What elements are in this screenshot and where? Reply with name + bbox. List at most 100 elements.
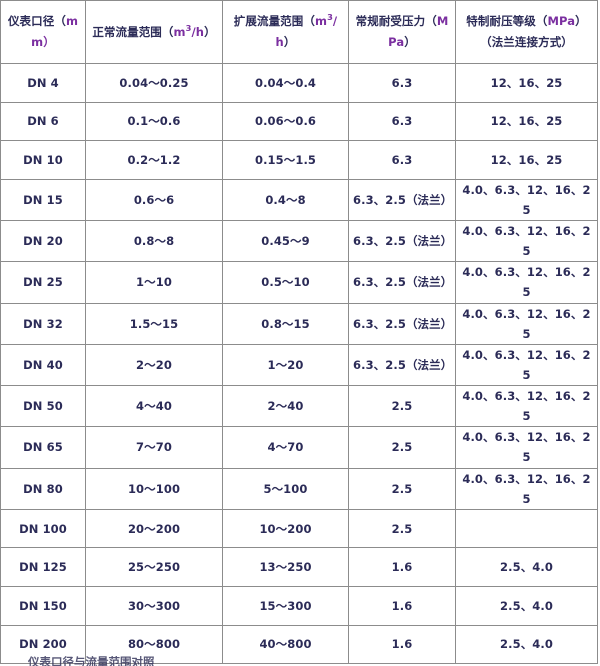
cell-normal-range: 30～300: [85, 586, 223, 626]
cell-normal-range: 20～200: [85, 509, 223, 549]
cell-diameter: DN 200: [0, 625, 86, 665]
cell-extended-range: 0.8～15: [222, 303, 349, 345]
cell-special-pressure: 12、16、25: [455, 63, 598, 103]
cell-extended-range: 10～200: [222, 509, 349, 549]
table-body: DN 4 0.04～0.25 0.04～0.4 6.3 12、16、25 DN 6 0.1～…: [0, 63, 598, 665]
header-normal-unit-base: m: [173, 24, 186, 39]
cell-special-pressure: 4.0、6.3、12、16、25: [455, 303, 598, 345]
table-row: DN 150 30～300 15～300 1.6 2.5、4.0: [0, 586, 598, 626]
table-row: DN 32 1.5～15 0.8～15 6.3、2.5（法兰） 4.0、6.3、12、1…: [0, 303, 598, 345]
cell-extended-range: 0.04～0.4: [222, 63, 349, 103]
cell-special-pressure: 4.0、6.3、12、16、25: [455, 468, 598, 510]
cell-special-pressure: 2.5、4.0: [455, 547, 598, 587]
cell-standard-pressure: 6.3: [348, 63, 456, 103]
cell-special-pressure: 12、16、25: [455, 140, 598, 180]
cell-diameter: DN 150: [0, 586, 86, 626]
header-standard-pre: 常规耐受压力（: [355, 14, 437, 29]
cell-diameter: DN 6: [0, 102, 86, 142]
cell-extended-range: 40～800: [222, 625, 349, 665]
header-extended-pre: 扩展流量范围（: [233, 14, 315, 29]
cell-diameter: DN 32: [0, 303, 86, 345]
cell-special-pressure: 4.0、6.3、12、16、25: [455, 426, 598, 469]
cell-special-pressure: 4.0、6.3、12、16、25: [455, 261, 598, 304]
table-row: DN 10 0.2～1.2 0.15～1.5 6.3 12、16、25: [0, 140, 598, 180]
header-normal-unit-tail: /h: [191, 24, 205, 39]
header-normal-unit-sup: 3: [185, 22, 192, 33]
header-special-post: ）（法兰连接方式）: [480, 14, 587, 49]
header-extended-post: ）: [283, 35, 296, 49]
cell-normal-range: 0.1～0.6: [85, 102, 223, 142]
cell-standard-pressure: 1.6: [348, 547, 456, 587]
cell-normal-range: 4～40: [85, 385, 223, 428]
cell-extended-range: 0.15～1.5: [222, 140, 349, 180]
header-extended-unit-sup: 3: [327, 12, 333, 23]
cell-standard-pressure: 6.3: [348, 102, 456, 142]
cell-diameter: DN 10: [0, 140, 86, 180]
cell-special-pressure: 4.0、6.3、12、16、25: [455, 220, 598, 263]
cell-diameter: DN 50: [0, 385, 86, 428]
cell-normal-range: 0.2～1.2: [85, 140, 223, 180]
cell-standard-pressure: 2.5: [348, 468, 456, 510]
cell-extended-range: 2～40: [222, 385, 349, 428]
cell-diameter: DN 100: [0, 509, 86, 549]
cell-diameter: DN 25: [0, 261, 86, 304]
cell-diameter: DN 20: [0, 220, 86, 263]
header-diameter-post: ）: [43, 35, 55, 49]
cell-standard-pressure: 6.3、2.5（法兰）: [348, 220, 456, 263]
cell-normal-range: 1.5～15: [85, 303, 223, 345]
header-diameter-unit-1: m: [65, 14, 79, 29]
column-header-special-pressure: 特制耐压等级（MPa）（法兰连接方式）: [455, 0, 598, 64]
header-standard-post: ）: [404, 35, 416, 49]
header-diameter-pre: 仪表口径（: [7, 14, 66, 29]
cell-special-pressure: 2.5、4.0: [455, 586, 598, 626]
cell-normal-range: 0.8～8: [85, 220, 223, 263]
column-header-standard-pressure: 常规耐受压力（MPa）: [348, 0, 456, 64]
cell-standard-pressure: 6.3、2.5（法兰）: [348, 303, 456, 345]
cell-extended-range: 15～300: [222, 586, 349, 626]
cell-extended-range: 0.4～8: [222, 179, 349, 222]
cell-special-pressure: [455, 509, 598, 549]
column-header-extended-range: 扩展流量范围（m3/h）: [222, 0, 349, 64]
cell-standard-pressure: 1.6: [348, 586, 456, 626]
cell-extended-range: 1～20: [222, 344, 349, 387]
cell-extended-range: 0.06～0.6: [222, 102, 349, 142]
cell-normal-range: 80～800: [85, 625, 223, 665]
header-special-pre: 特制耐压等级（: [466, 14, 548, 29]
cell-standard-pressure: 2.5: [348, 385, 456, 428]
cell-special-pressure: 4.0、6.3、12、16、25: [455, 344, 598, 387]
cell-standard-pressure: 6.3、2.5（法兰）: [348, 179, 456, 222]
cell-diameter: DN 80: [0, 468, 86, 510]
cell-extended-range: 5～100: [222, 468, 349, 510]
header-diameter-unit-2: m: [31, 35, 44, 49]
table-row: DN 65 7～70 4～70 2.5 4.0、6.3、12、16、25: [0, 426, 598, 469]
cell-standard-pressure: 1.6: [348, 625, 456, 665]
cell-normal-range: 1～10: [85, 261, 223, 304]
cell-standard-pressure: 6.3、2.5（法兰）: [348, 344, 456, 387]
column-header-normal-range: 正常流量范围（m3/h）: [85, 0, 223, 64]
cell-normal-range: 25～250: [85, 547, 223, 587]
header-extended-unit-base: m: [314, 14, 328, 29]
table-row: DN 4 0.04～0.25 0.04～0.4 6.3 12、16、25: [0, 63, 598, 103]
header-normal-pre: 正常流量范围（: [92, 24, 174, 39]
table-row: DN 25 1～10 0.5～10 6.3、2.5（法兰） 4.0、6.3、12、16、…: [0, 261, 598, 304]
clipped-footer-text: 仪表口径与流量范围对照: [28, 655, 155, 666]
cell-special-pressure: 2.5、4.0: [455, 625, 598, 665]
cell-diameter: DN 40: [0, 344, 86, 387]
cell-diameter: DN 4: [0, 63, 86, 103]
cell-standard-pressure: 2.5: [348, 426, 456, 469]
header-row: 仪表口径（mm） 正常流量范围（m3/h） 扩展流量范围（m3/h） 常规耐受压…: [0, 0, 598, 64]
table-row: DN 200 80～800 40～800 1.6 2.5、4.0: [0, 625, 598, 665]
table-header: 仪表口径（mm） 正常流量范围（m3/h） 扩展流量范围（m3/h） 常规耐受压…: [0, 0, 598, 64]
table-row: DN 40 2～20 1～20 6.3、2.5（法兰） 4.0、6.3、12、16、25: [0, 344, 598, 387]
cell-special-pressure: 12、16、25: [455, 102, 598, 142]
cell-standard-pressure: 6.3: [348, 140, 456, 180]
table-row: DN 50 4～40 2～40 2.5 4.0、6.3、12、16、25: [0, 385, 598, 428]
table-row: DN 100 20～200 10～200 2.5: [0, 509, 598, 549]
cell-diameter: DN 65: [0, 426, 86, 469]
header-standard-unit: MPa: [388, 14, 449, 49]
cell-extended-range: 4～70: [222, 426, 349, 469]
cell-diameter: DN 125: [0, 547, 86, 587]
cell-normal-range: 7～70: [85, 426, 223, 469]
